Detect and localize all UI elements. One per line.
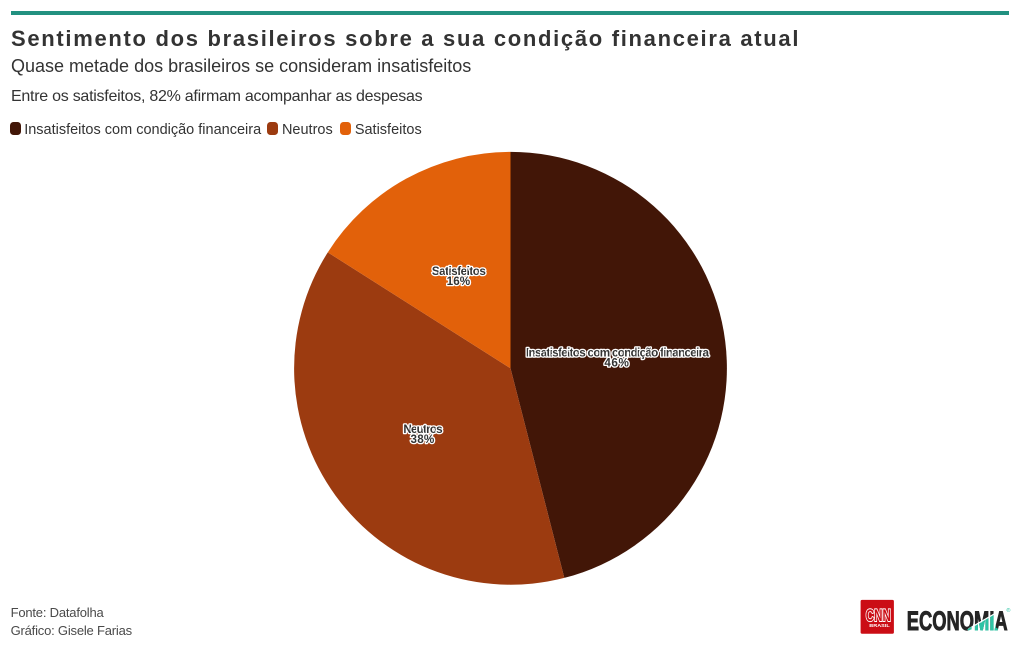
- svg-text:ECONOMIA: ECONOMIA: [907, 606, 1008, 636]
- svg-text:16%: 16%: [447, 275, 471, 288]
- svg-text:Insatisfeitos com condição fin: Insatisfeitos com condição financeira: [526, 347, 709, 360]
- svg-text:ECONOMIA: ECONOMIA: [907, 606, 1008, 636]
- svg-text:BRASIL: BRASIL: [869, 623, 890, 628]
- svg-text:Satisfeitos: Satisfeitos: [432, 265, 487, 278]
- svg-text:Neutros: Neutros: [403, 423, 443, 436]
- svg-text:38%: 38%: [411, 433, 435, 446]
- svg-text:CNN: CNN: [866, 606, 891, 625]
- svg-text:®: ®: [1006, 607, 1010, 614]
- svg-text:46%: 46%: [604, 357, 629, 370]
